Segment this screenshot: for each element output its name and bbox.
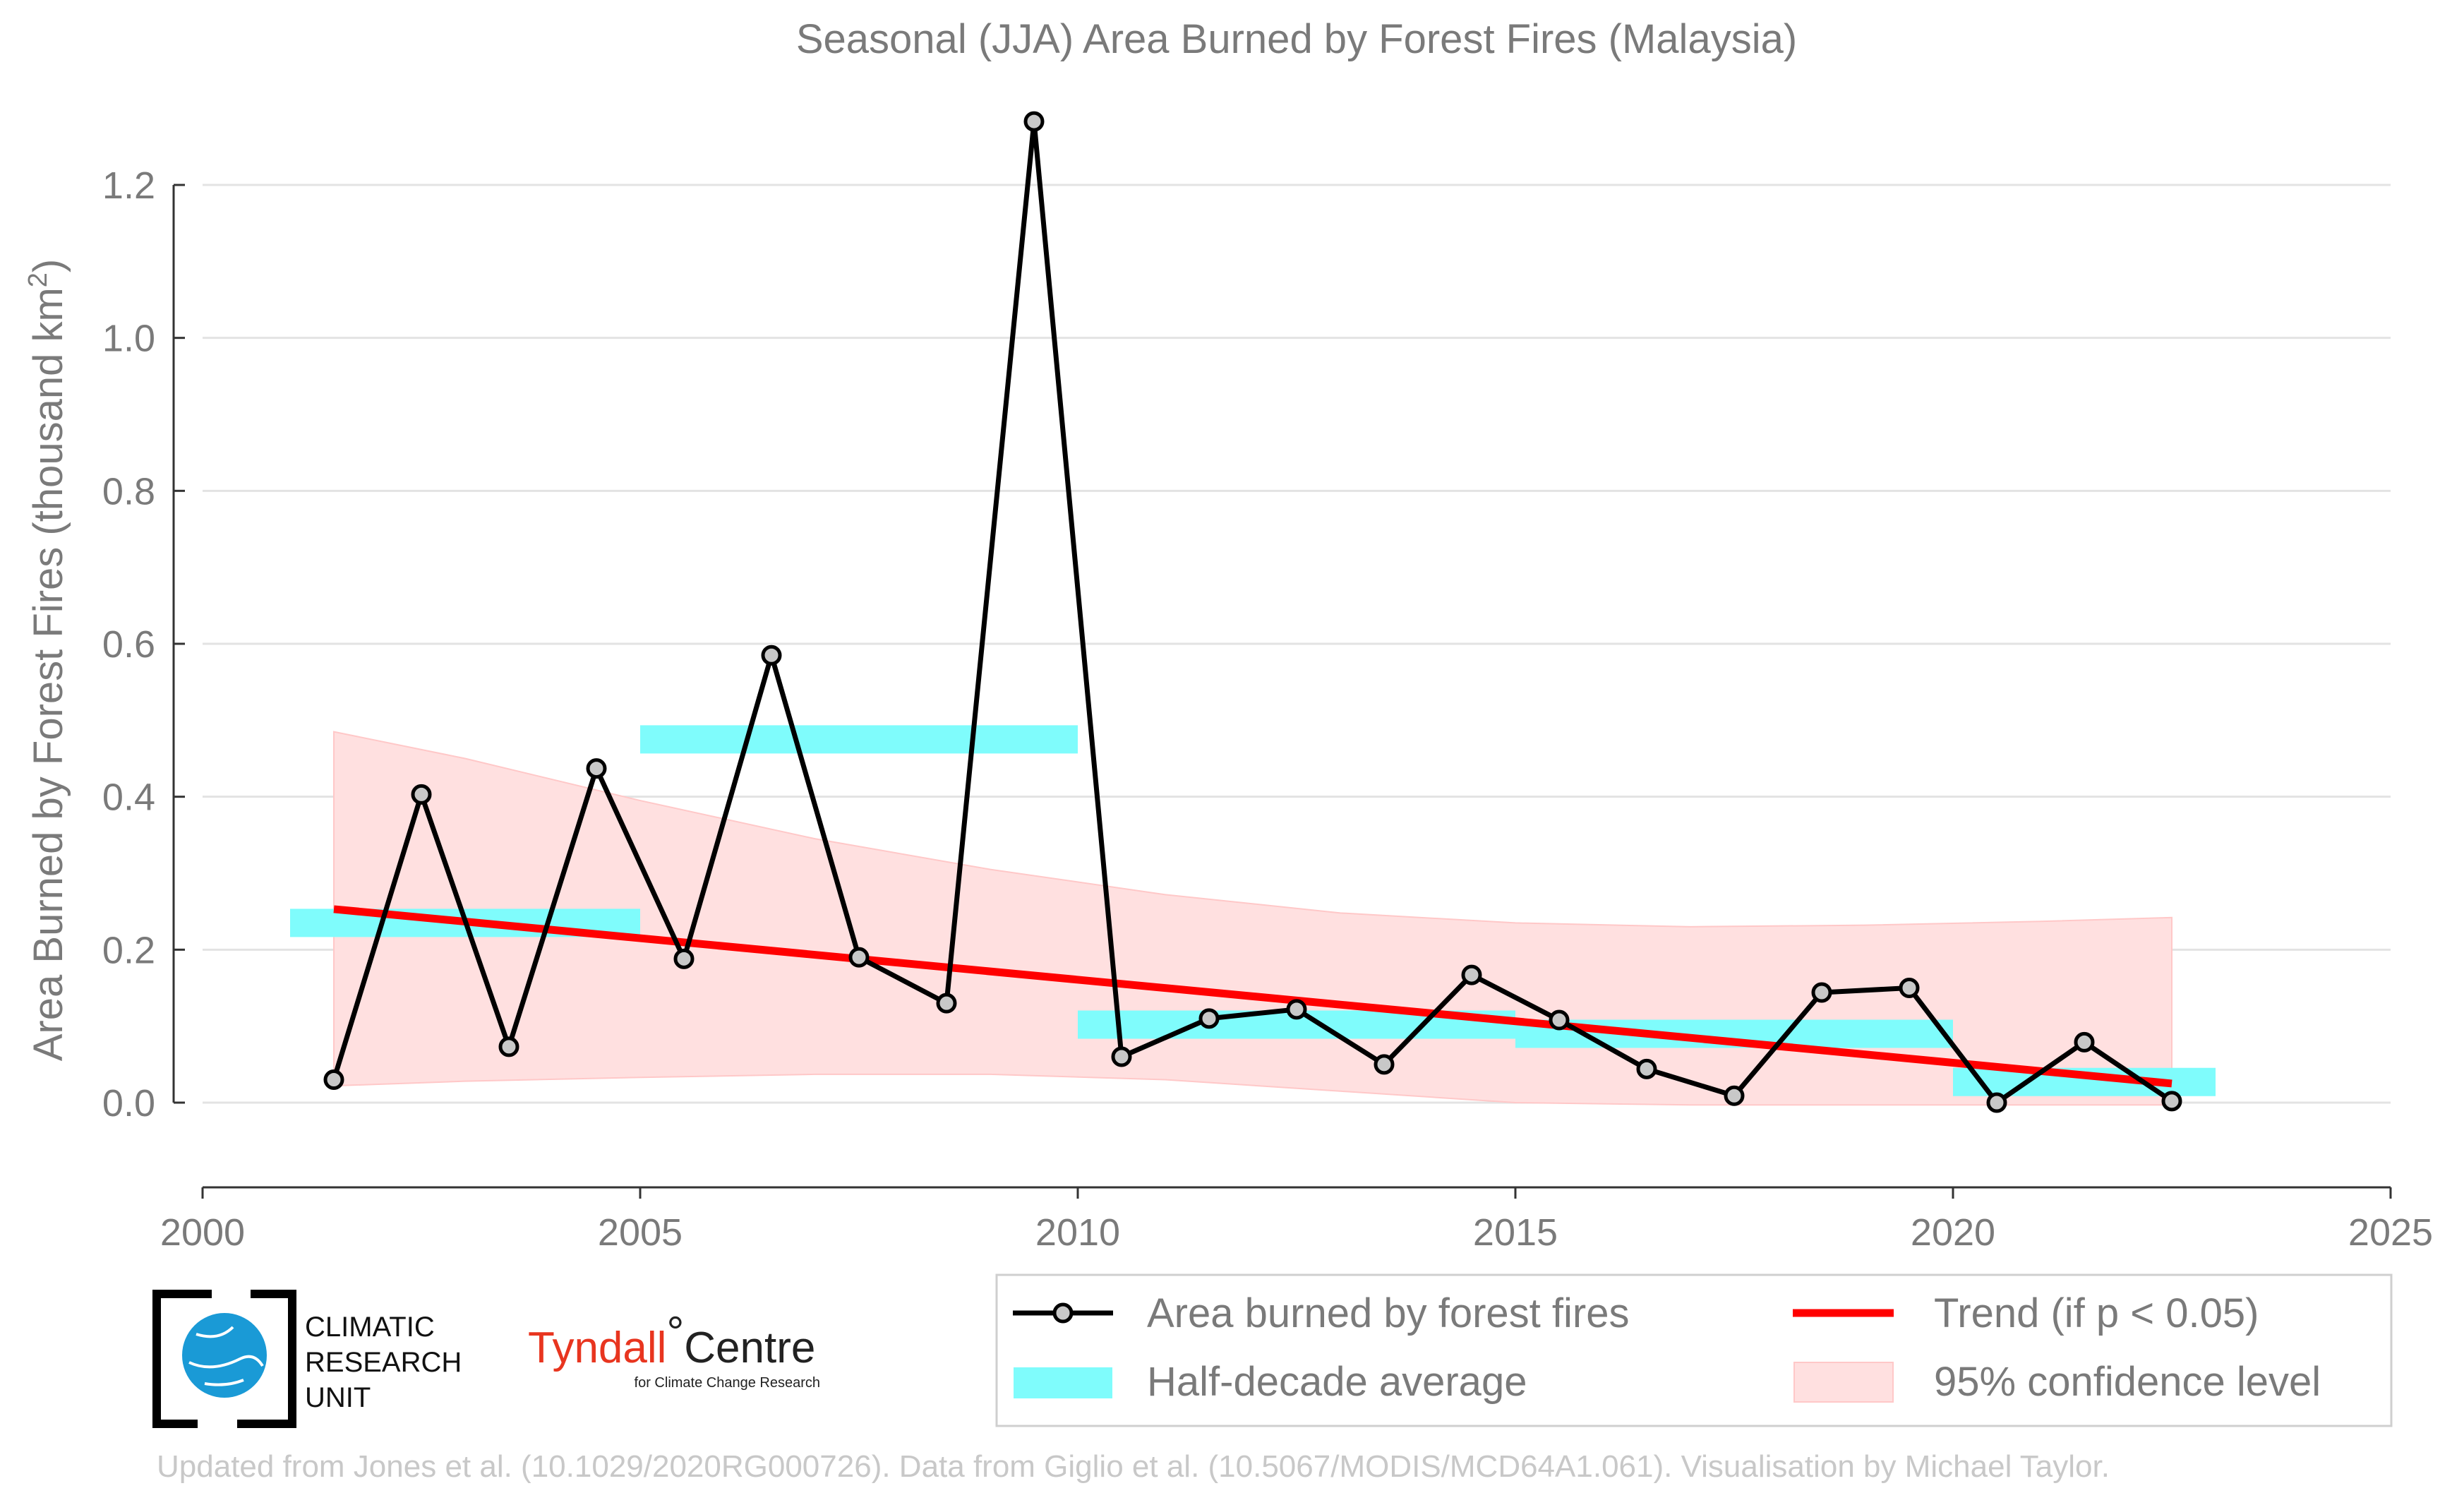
legend-item-area-burned: Area burned by forest fires (1013, 1290, 1629, 1336)
tyndall-logo-main: Tyndall°Centre (528, 1308, 815, 1372)
cru-logo-bracket-left (152, 1290, 212, 1428)
legend-item-half-decade: Half-decade average (1014, 1359, 1527, 1405)
trend-line-path (333, 905, 2172, 1088)
half-decade-bar (640, 725, 1078, 754)
data-point (498, 1036, 519, 1057)
data-point (1374, 1054, 1395, 1075)
x-tick-label: 2025 (2348, 1211, 2433, 1254)
legend: Area burned by forest fires Trend (if p … (995, 1273, 2393, 1427)
y-axis-label: Area Burned by Forest Fires (thousand km… (23, 259, 71, 1062)
legend-label-confidence: 95% confidence level (1934, 1359, 2321, 1405)
y-axis-label-superscript: 2 (23, 272, 53, 287)
y-tick-label: 1.0 (102, 318, 155, 360)
y-tick-label: 0.6 (102, 623, 155, 666)
data-point (1286, 999, 1307, 1020)
data-point (761, 644, 782, 666)
data-point (1023, 111, 1045, 132)
x-tick-label: 2015 (1473, 1211, 1558, 1254)
data-point (1811, 982, 1832, 1003)
y-tick-label: 0.0 (102, 1082, 155, 1125)
y-tick-label: 0.8 (102, 470, 155, 512)
cru-logo-line1: CLIMATIC (305, 1312, 435, 1343)
data-point (1549, 1009, 1570, 1031)
data-point (1636, 1058, 1657, 1079)
data-point (1461, 964, 1482, 985)
data-point (1724, 1085, 1745, 1106)
data-point (323, 1069, 344, 1090)
x-tick-label: 2020 (1911, 1211, 1995, 1254)
area-burned-series (323, 111, 2182, 1113)
tyndall-logo-sub: for Climate Change Research (635, 1375, 820, 1391)
legend-marker-area-burned (1052, 1302, 1074, 1324)
data-point (1111, 1046, 1132, 1067)
data-point (848, 947, 870, 968)
cru-logo-line3: UNIT (305, 1382, 371, 1413)
x-tick-label: 2005 (598, 1211, 683, 1254)
data-point (2161, 1091, 2182, 1112)
tyndall-logo: Tyndall°Centre for Climate Change Resear… (528, 1308, 820, 1391)
legend-box (995, 1273, 2393, 1427)
globe-icon-contour (188, 1326, 264, 1386)
y-tick-label: 0.2 (102, 929, 155, 971)
cru-logo-line2: RESEARCH (305, 1347, 462, 1378)
legend-label-half-decade: Half-decade average (1147, 1359, 1527, 1405)
data-point (1986, 1092, 2007, 1113)
legend-swatch-confidence (1793, 1362, 1894, 1403)
legend-label-area-burned: Area burned by forest fires (1147, 1290, 1629, 1336)
y-tick-label: 1.2 (102, 164, 155, 207)
chart-title: Seasonal (JJA) Area Burned by Forest Fir… (796, 16, 1797, 62)
cru-logo-bracket-right (237, 1290, 296, 1428)
legend-label-trend: Trend (if p < 0.05) (1934, 1290, 2259, 1336)
data-point (1899, 978, 1920, 998)
legend-item-confidence: 95% confidence level (1793, 1359, 2321, 1405)
cru-logo: CLIMATIC RESEARCH UNIT (152, 1290, 462, 1428)
data-point (411, 784, 432, 805)
legend-swatch-half-decade (1014, 1367, 1112, 1398)
axes: 0.0 0.2 0.4 0.6 0.8 1.0 1.2 2000 2005 2010 2015 202… (102, 164, 2433, 1254)
legend-item-trend: Trend (if p < 0.05) (1793, 1290, 2259, 1336)
x-tick-label: 2010 (1035, 1211, 1120, 1254)
data-point (586, 758, 607, 779)
area-burned-line (331, 121, 2173, 1106)
y-tick-label: 0.4 (102, 777, 155, 819)
data-point (936, 993, 957, 1014)
data-point (673, 948, 695, 969)
data-point (2074, 1031, 2095, 1053)
x-tick-label: 2000 (160, 1211, 245, 1254)
data-point (1198, 1008, 1220, 1029)
globe-icon (182, 1313, 267, 1398)
trend-line (333, 905, 2172, 1088)
footer-credit: Updated from Jones et al. (10.1029/2020R… (157, 1449, 2110, 1484)
